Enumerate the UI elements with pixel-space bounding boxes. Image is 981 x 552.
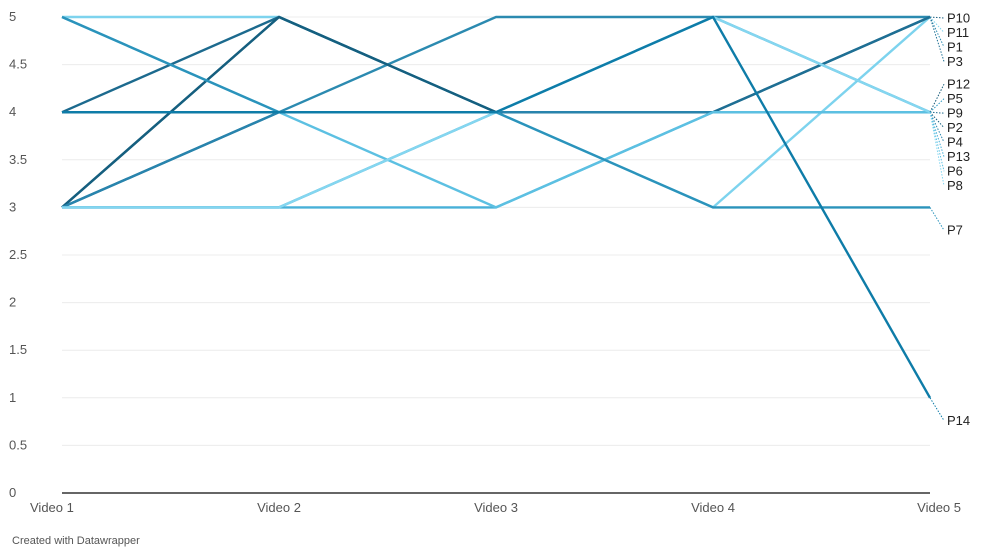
y-tick-label: 2.5 bbox=[9, 247, 27, 262]
y-tick-label: 3.5 bbox=[9, 152, 27, 167]
x-tick-label: Video 1 bbox=[30, 500, 74, 515]
x-axis: Video 1 Video 2 Video 3 Video 4 Video 5 bbox=[30, 492, 961, 515]
label-leader-p2 bbox=[929, 111, 945, 129]
grid-lines bbox=[62, 16, 930, 446]
series-label-p7: P7 bbox=[947, 223, 963, 238]
y-tick-label: 4.5 bbox=[9, 57, 27, 72]
y-tick-label: 0.5 bbox=[9, 437, 27, 452]
label-leader-p13 bbox=[929, 112, 945, 157]
label-leader-p9 bbox=[929, 111, 945, 114]
x-tick-label: Video 3 bbox=[474, 500, 518, 515]
y-tick-label: 3 bbox=[9, 199, 16, 214]
credit-text: Created with Datawrapper bbox=[12, 535, 140, 547]
x-tick-label: Video 4 bbox=[691, 500, 735, 515]
x-tick-label: Video 2 bbox=[257, 500, 301, 515]
y-tick-label: 4 bbox=[9, 104, 16, 119]
series-label-p4: P4 bbox=[947, 135, 963, 150]
label-leader-p14 bbox=[929, 397, 945, 421]
series-line-p14 bbox=[62, 15, 932, 399]
label-leader-p12 bbox=[929, 83, 945, 113]
label-leaders bbox=[929, 16, 945, 421]
series-label-p5: P5 bbox=[947, 91, 963, 106]
series-label-p11: P11 bbox=[947, 25, 969, 40]
series-label-p1: P1 bbox=[947, 40, 963, 55]
series-label-p6: P6 bbox=[947, 164, 963, 179]
label-leader-p5 bbox=[929, 98, 945, 113]
label-leader-p3 bbox=[929, 16, 945, 62]
series-label-p10: P10 bbox=[947, 11, 970, 26]
label-leader-p8 bbox=[929, 112, 945, 186]
series-label-p3: P3 bbox=[947, 54, 963, 69]
label-leader-p4 bbox=[929, 111, 945, 143]
series-label-p9: P9 bbox=[947, 106, 963, 121]
series-label-p14: P14 bbox=[947, 413, 970, 428]
label-leader-p11 bbox=[929, 16, 945, 33]
y-tick-label: 0 bbox=[9, 485, 16, 500]
series-label-p13: P13 bbox=[947, 149, 970, 164]
y-axis: 0 0.5 1 1.5 2 2.5 3 3.5 4 4.5 5 bbox=[9, 9, 27, 500]
y-tick-label: 1 bbox=[9, 390, 16, 405]
y-tick-label: 5 bbox=[9, 9, 16, 24]
label-leader-p7 bbox=[929, 207, 945, 231]
label-leader-p10 bbox=[929, 16, 945, 19]
label-leader-p1 bbox=[929, 16, 945, 48]
y-tick-label: 2 bbox=[9, 295, 16, 310]
series-lines bbox=[61, 15, 932, 399]
series-label-p2: P2 bbox=[947, 120, 963, 135]
y-tick-label: 1.5 bbox=[9, 342, 27, 357]
series-label-p8: P8 bbox=[947, 178, 963, 193]
x-tick-label: Video 5 bbox=[917, 500, 961, 515]
series-label-p12: P12 bbox=[947, 77, 970, 92]
